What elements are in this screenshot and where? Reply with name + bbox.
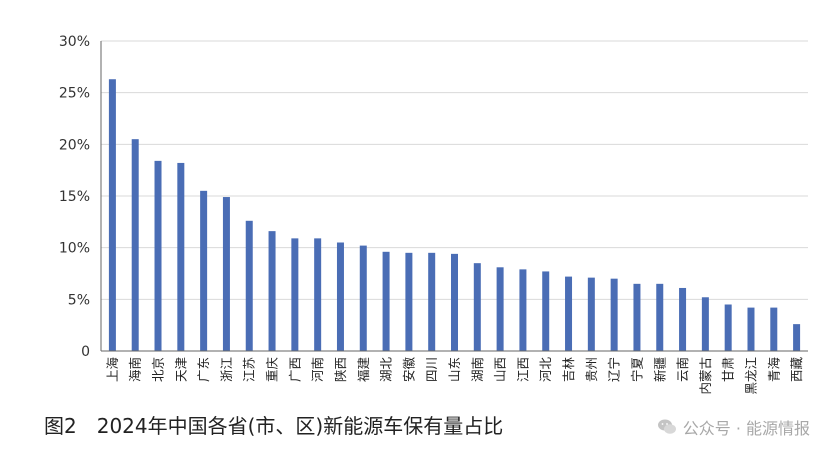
bar xyxy=(610,278,618,351)
x-tick-label: 四川 xyxy=(424,357,439,382)
x-tick-label: 江苏 xyxy=(242,357,257,382)
bar xyxy=(770,307,778,351)
y-tick-label: 30% xyxy=(59,34,90,50)
x-tick-label: 内蒙古 xyxy=(698,357,713,395)
x-tick-label: 山西 xyxy=(493,357,508,382)
gridlines xyxy=(101,40,808,300)
x-axis-category-labels: 上海 海南 北京 天津 广东 浙江 江苏 重庆 广西 河南 陕西 福建 湖北 安徽 四川 山东 湖南 山西 江西 河北… xyxy=(105,357,804,395)
bar xyxy=(451,253,458,351)
x-tick-label: 青海 xyxy=(766,357,781,383)
x-tick-label: 河南 xyxy=(310,357,325,382)
bar xyxy=(314,238,322,351)
x-tick-label: 安徽 xyxy=(401,357,416,383)
bar xyxy=(108,79,116,351)
bar xyxy=(245,220,253,351)
y-tick-label: 15% xyxy=(59,189,90,205)
x-tick-label: 黑龙江 xyxy=(743,357,758,395)
x-tick-label: 湖北 xyxy=(379,357,394,383)
x-tick-label: 云南 xyxy=(675,357,690,382)
bar xyxy=(679,287,687,351)
bar xyxy=(405,252,413,351)
bar xyxy=(336,242,344,351)
bar xyxy=(656,283,664,351)
wechat-icon xyxy=(657,419,676,434)
figure-caption: 图2 2024年中国各省(市、区)新能源车保有量占比 xyxy=(44,414,504,438)
x-tick-label: 陕西 xyxy=(333,357,348,382)
bar xyxy=(291,238,299,351)
x-tick-label: 海南 xyxy=(128,357,143,382)
bar xyxy=(587,277,595,351)
x-tick-label: 江西 xyxy=(515,357,530,382)
bar xyxy=(268,231,276,351)
x-tick-label: 湖南 xyxy=(470,357,485,382)
bar xyxy=(565,276,573,351)
bar-chart: 0 5% 10% 15% 20% 25% 30% 上海 海南 北京 天津 广东 浙江 江苏 重庆 广西 河南陕… xyxy=(59,34,808,395)
bar xyxy=(724,304,732,351)
y-tick-label: 5% xyxy=(68,292,90,308)
y-tick-label: 25% xyxy=(59,86,90,102)
bar xyxy=(519,269,527,351)
bars xyxy=(108,79,801,351)
bar xyxy=(359,245,367,351)
bar xyxy=(177,162,185,351)
bar xyxy=(747,307,755,351)
bar xyxy=(382,251,390,351)
x-tick-label: 重庆 xyxy=(265,357,280,383)
bar xyxy=(633,283,641,351)
x-tick-label: 天津 xyxy=(173,357,188,382)
bar xyxy=(793,324,801,351)
watermark-text: 公众号 · 能源情报 xyxy=(682,419,810,438)
x-tick-label: 甘肃 xyxy=(721,357,736,382)
x-tick-label: 浙江 xyxy=(219,357,234,382)
x-tick-label: 新疆 xyxy=(652,357,667,382)
bar xyxy=(496,267,504,351)
x-tick-label: 西藏 xyxy=(789,357,804,383)
bar xyxy=(222,197,230,351)
x-tick-label: 河北 xyxy=(538,357,553,383)
x-tick-label: 广东 xyxy=(196,357,211,382)
bar xyxy=(701,297,709,351)
bar xyxy=(200,190,208,351)
watermark: 公众号 · 能源情报 xyxy=(657,415,810,439)
bar xyxy=(428,252,436,351)
x-tick-label: 上海 xyxy=(105,357,120,383)
x-tick-label: 辽宁 xyxy=(607,357,622,382)
x-tick-label: 北京 xyxy=(151,357,166,382)
bar xyxy=(473,263,481,351)
x-tick-label: 山东 xyxy=(447,357,462,382)
bar xyxy=(131,139,139,351)
bar xyxy=(542,271,550,351)
y-axis-tick-labels: 0 5% 10% 15% 20% 25% 30% xyxy=(59,34,90,360)
x-tick-label: 宁夏 xyxy=(629,357,644,383)
x-tick-label: 广西 xyxy=(287,357,302,382)
x-tick-label: 吉林 xyxy=(561,357,576,383)
x-tick-label: 贵州 xyxy=(584,357,599,382)
x-tick-label: 福建 xyxy=(356,357,371,383)
y-tick-label: 0 xyxy=(81,344,90,360)
bar xyxy=(154,160,162,351)
y-tick-label: 20% xyxy=(59,137,90,153)
y-tick-label: 10% xyxy=(59,241,90,257)
